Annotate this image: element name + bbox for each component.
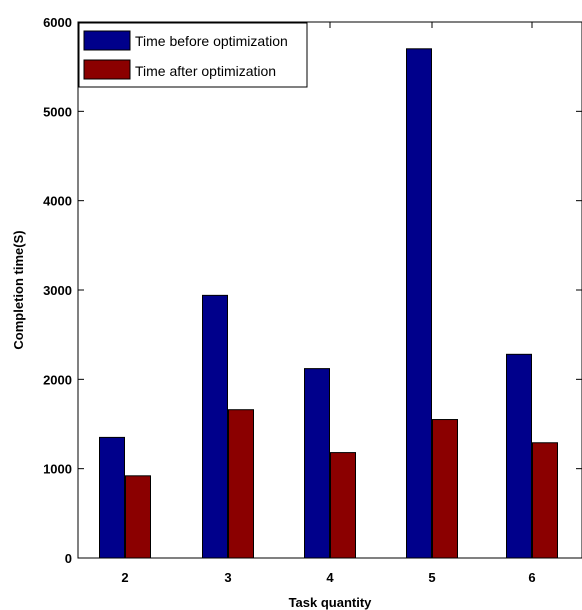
x-tick-label: 6 bbox=[528, 570, 535, 585]
legend-swatch-after bbox=[83, 59, 131, 80]
y-tick-label: 4000 bbox=[43, 194, 72, 209]
y-axis-label: Completion time(S) bbox=[11, 230, 26, 349]
bar-before-optimization bbox=[304, 368, 330, 559]
legend-swatch-before bbox=[83, 30, 131, 51]
bar-after-optimization bbox=[532, 442, 558, 559]
x-tick-label: 4 bbox=[326, 570, 334, 585]
y-tick-label: 2000 bbox=[43, 372, 72, 387]
x-tick-label: 3 bbox=[224, 570, 231, 585]
bar-after-optimization bbox=[432, 419, 458, 559]
bar-after-optimization bbox=[125, 475, 151, 559]
legend: Time before optimization Time after opti… bbox=[78, 22, 308, 88]
bar-before-optimization bbox=[99, 436, 125, 559]
y-tick-label: 5000 bbox=[43, 104, 72, 119]
x-axis-label: Task quantity bbox=[289, 595, 373, 610]
y-tick-label: 1000 bbox=[43, 462, 72, 477]
legend-label-after: Time after optimization bbox=[135, 63, 276, 79]
y-tick-label: 0 bbox=[65, 551, 72, 566]
y-axis-ticks: 0 1000 2000 3000 4000 5000 6000 bbox=[43, 15, 582, 566]
y-tick-label: 3000 bbox=[43, 283, 72, 298]
y-tick-label: 6000 bbox=[43, 15, 72, 30]
bar-before-optimization bbox=[506, 353, 532, 559]
bar-after-optimization bbox=[330, 452, 356, 559]
bar-before-optimization bbox=[202, 294, 228, 559]
bar-after-optimization bbox=[228, 409, 254, 559]
legend-label-before: Time before optimization bbox=[135, 33, 288, 49]
bar-before-optimization bbox=[406, 48, 432, 559]
x-tick-label: 5 bbox=[428, 570, 435, 585]
x-tick-label: 2 bbox=[121, 570, 128, 585]
bars-group bbox=[99, 48, 558, 559]
